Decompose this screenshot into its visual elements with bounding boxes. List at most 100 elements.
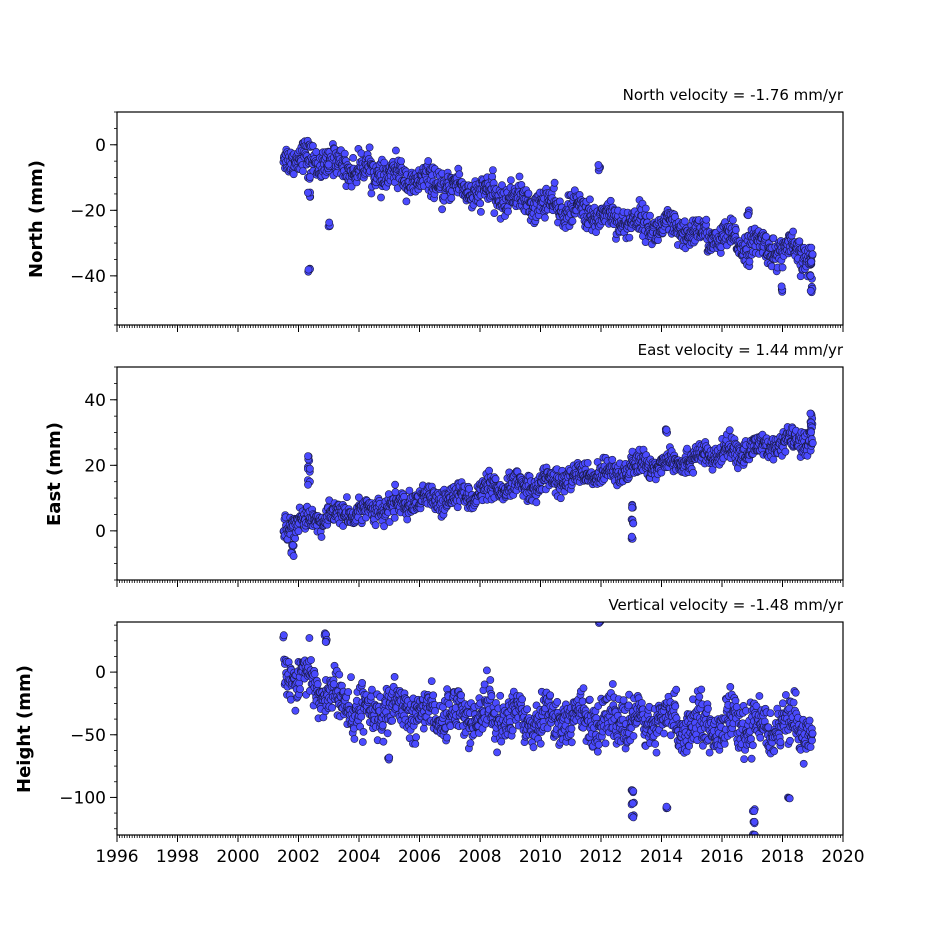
data-point: [583, 458, 592, 467]
outlier-point: [806, 271, 815, 280]
outlier-point: [750, 817, 759, 826]
outlier-point: [629, 519, 638, 528]
data-point: [397, 157, 405, 165]
data-point: [371, 521, 380, 530]
height-axis-label: Height (mm): [14, 665, 35, 793]
east-axis-label: East (mm): [44, 422, 65, 526]
data-point: [625, 233, 634, 242]
north-velocity-title: North velocity = -1.76 mm/yr: [623, 86, 844, 104]
data-point: [506, 176, 515, 184]
data-point: [427, 677, 436, 685]
data-point: [672, 685, 681, 694]
data-point: [367, 189, 376, 198]
data-point: [411, 740, 420, 748]
data-point: [390, 673, 399, 681]
data-point: [419, 724, 428, 733]
outlier-point: [594, 161, 603, 169]
data-point: [578, 697, 587, 706]
data-point: [329, 680, 338, 689]
data-point: [553, 698, 562, 706]
height-panel: Vertical velocity = -1.48 mm/yr Height (…: [14, 596, 865, 867]
north-axis-label: North (mm): [26, 160, 47, 278]
vertical-velocity-title: Vertical velocity = -1.48 mm/yr: [608, 596, 843, 614]
data-point: [385, 518, 394, 526]
data-point: [725, 426, 734, 435]
outlier-point: [325, 218, 334, 227]
x-axis: [116, 325, 844, 332]
outlier-point: [304, 265, 313, 274]
data-point: [651, 740, 660, 748]
data-point: [769, 234, 778, 243]
data-point: [776, 738, 785, 747]
data-point: [541, 213, 549, 222]
data-point: [488, 166, 497, 174]
data-point: [579, 684, 588, 692]
data-point: [438, 205, 446, 214]
y-tick-label: −40: [70, 267, 106, 287]
data-point: [652, 748, 661, 757]
data-point: [380, 522, 388, 531]
data-point: [749, 741, 757, 750]
data-point: [365, 143, 374, 152]
data-point: [806, 743, 815, 751]
data-point: [294, 527, 303, 536]
data-point: [354, 493, 363, 502]
data-point: [697, 685, 706, 694]
x-axis: [116, 580, 844, 587]
data-point: [660, 729, 668, 738]
data-point: [447, 194, 456, 202]
data-point: [683, 444, 691, 453]
data-point: [289, 170, 298, 179]
outlier-point: [807, 428, 815, 437]
data-point: [567, 724, 576, 733]
data-point: [594, 740, 603, 749]
data-point: [299, 167, 307, 175]
data-point: [704, 704, 712, 713]
data-point: [536, 739, 545, 748]
data-point: [729, 216, 737, 224]
data-point: [377, 193, 385, 202]
data-point: [317, 533, 326, 541]
data-point: [550, 178, 559, 187]
data-point: [291, 706, 300, 715]
data-point: [388, 716, 397, 725]
data-point: [731, 225, 740, 234]
data-point: [442, 733, 451, 742]
data-point: [586, 195, 594, 204]
data-point: [546, 691, 555, 700]
data-point: [740, 755, 748, 763]
data-point: [808, 250, 817, 259]
data-point: [667, 731, 675, 740]
data-point: [789, 698, 798, 707]
data-point: [747, 735, 755, 743]
outlier-point: [627, 532, 636, 541]
data-point: [523, 705, 531, 714]
outlier-point: [750, 807, 759, 815]
north-panel: North velocity = -1.76 mm/yr North (mm) …: [26, 86, 844, 332]
data-point: [402, 197, 411, 206]
east-velocity-title: East velocity = 1.44 mm/yr: [638, 341, 844, 359]
data-point: [680, 217, 689, 226]
outlier-point: [305, 464, 314, 473]
data-point: [556, 494, 565, 503]
outlier-point: [304, 480, 312, 489]
data-point: [786, 736, 794, 745]
data-point: [807, 243, 816, 252]
data-point: [498, 181, 506, 190]
data-point: [791, 688, 800, 697]
data-point: [646, 211, 654, 220]
outlier-point: [324, 160, 333, 169]
east-panel: East velocity = 1.44 mm/yr East (mm) 0 20…: [44, 341, 844, 587]
data-point: [568, 217, 577, 225]
outlier-point: [289, 552, 298, 560]
data-point: [296, 685, 304, 693]
y-tick-label: 20: [84, 456, 106, 476]
outlier-point: [662, 425, 671, 434]
data-point: [328, 703, 336, 712]
data-point: [641, 204, 650, 213]
data-point: [383, 729, 392, 738]
data-point: [412, 733, 420, 742]
outlier-point: [321, 638, 330, 646]
data-point: [379, 737, 388, 746]
data-point: [347, 673, 355, 681]
